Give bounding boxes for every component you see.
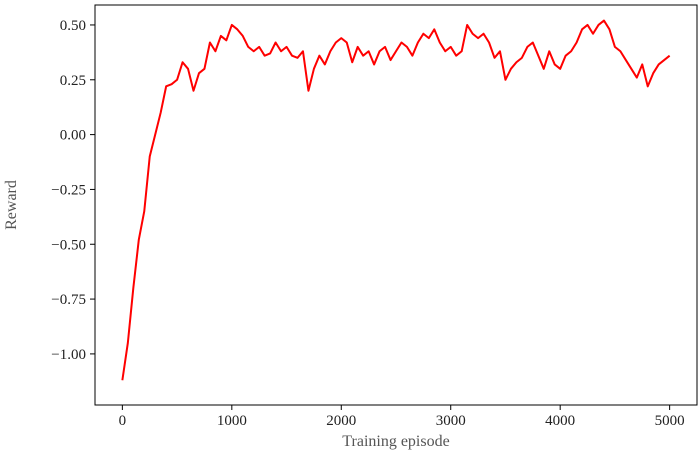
x-axis-label: Training episode [342,433,449,450]
y-tick-label: −1.00 [51,347,86,363]
y-tick-label: 0.25 [60,73,86,89]
x-tick-label: 5000 [655,413,685,429]
x-tick-label: 4000 [545,413,575,429]
x-tick-label: 2000 [326,413,356,429]
x-tick-label: 0 [119,413,127,429]
plot-frame [94,4,698,406]
y-axis-label: Reward [3,180,20,230]
y-tick-label: −0.25 [51,182,86,198]
x-tick-label: 3000 [436,413,466,429]
y-tick-label: −0.75 [51,292,86,308]
y-tick-label: 0.50 [60,18,86,34]
y-tick-label: −0.50 [51,237,86,253]
y-tick-label: 0.00 [60,128,86,144]
data-line [121,19,671,381]
x-tick-label: 1000 [217,413,247,429]
